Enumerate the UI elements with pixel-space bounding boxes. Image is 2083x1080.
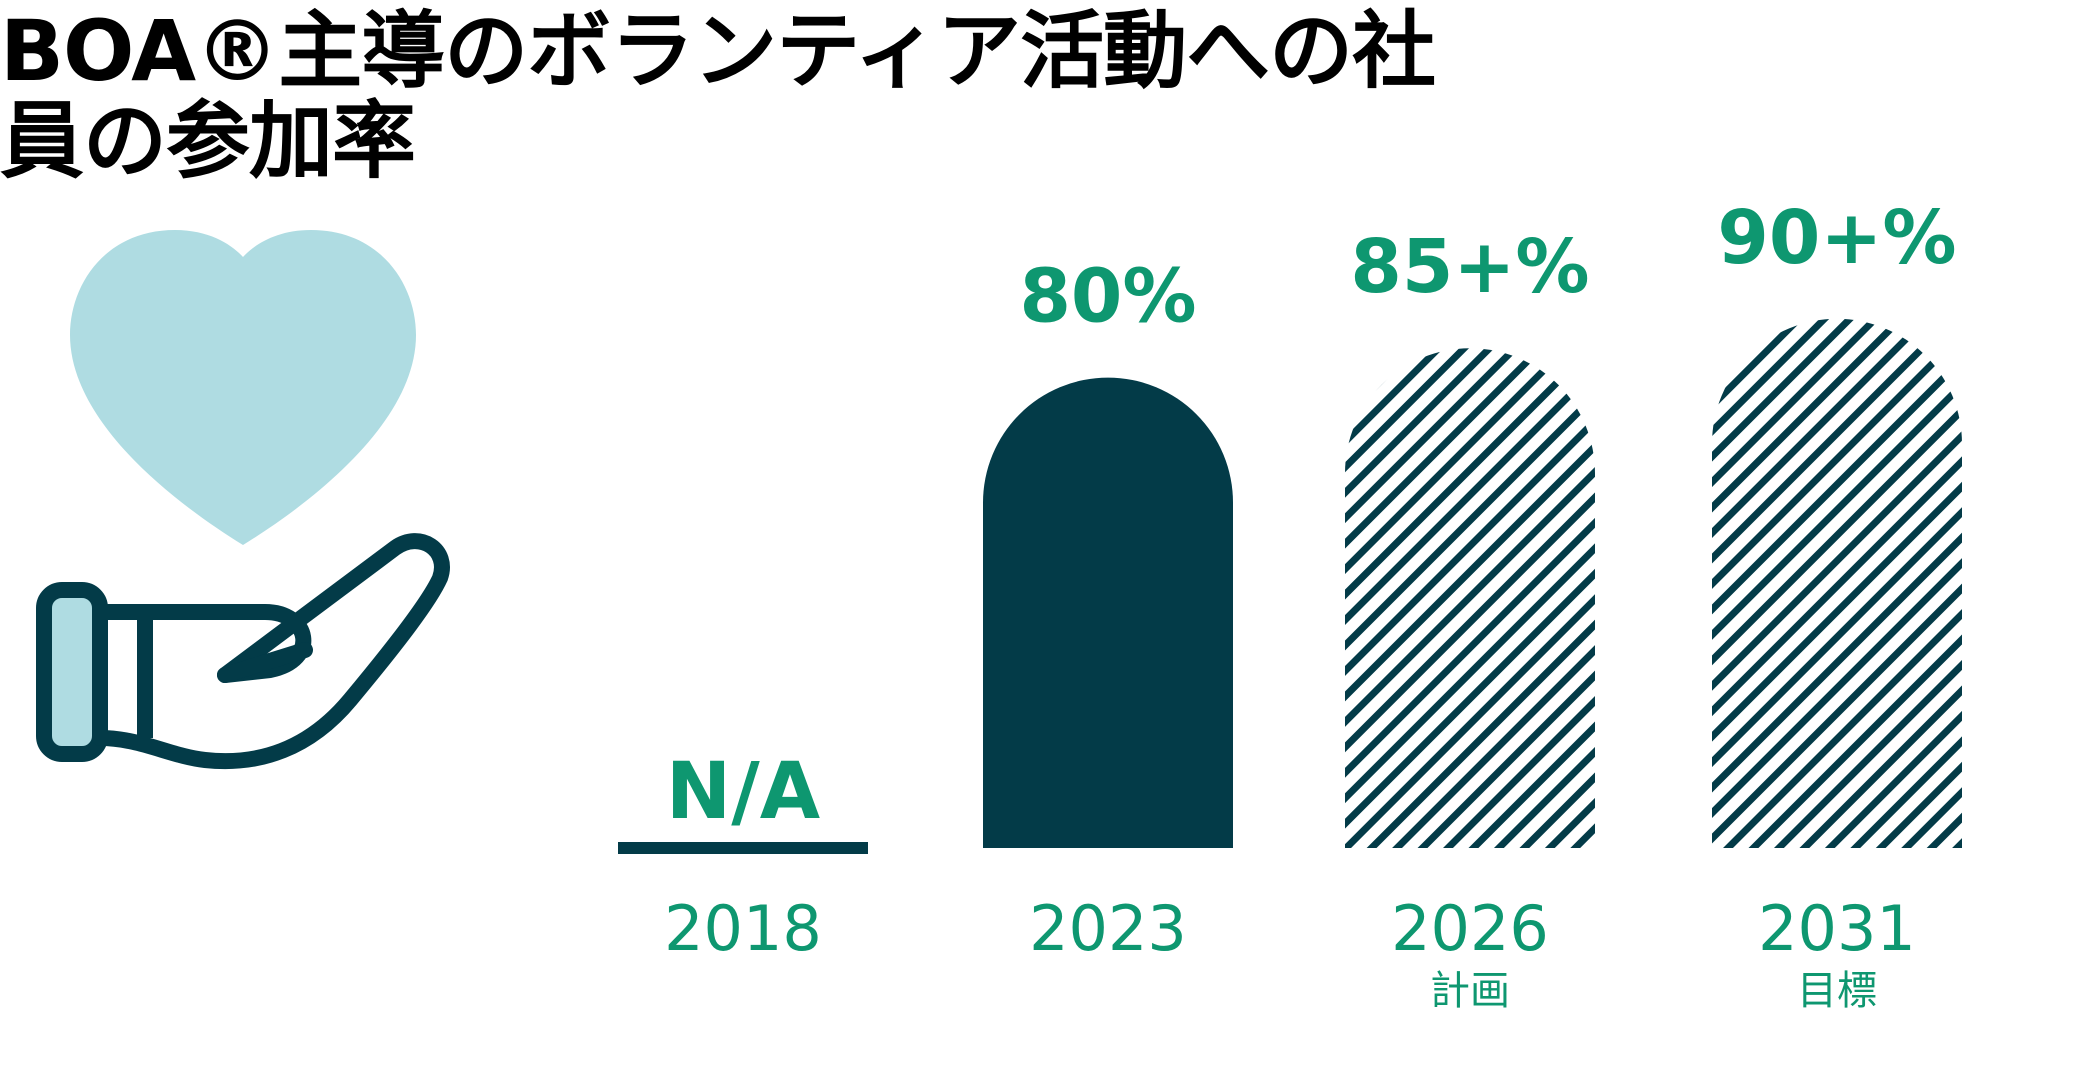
bar — [1345, 348, 1595, 848]
heart-icon — [70, 230, 416, 545]
sleeve-cuff — [36, 582, 108, 762]
category-sublabel: 目標 — [1797, 968, 1877, 1014]
value-label: 85+% — [1350, 224, 1589, 310]
bar — [1712, 318, 1962, 848]
category-label: 2026 — [1391, 892, 1549, 965]
value-label: 80% — [1019, 254, 1196, 340]
value-label: N/A — [666, 747, 820, 837]
category-label: 2031 — [1758, 892, 1916, 965]
na-baseline — [618, 842, 868, 854]
category-label: 2023 — [1029, 892, 1187, 965]
bar — [983, 377, 1233, 848]
chart-title: BOA®主導のボランティア活動への社員の参加率 — [0, 2, 1436, 190]
thumb-line — [217, 642, 313, 683]
category-sublabel: 計画 — [1430, 968, 1510, 1014]
hand-holding-heart-icon — [36, 230, 450, 770]
category-label: 2018 — [664, 892, 822, 965]
value-label: 90+% — [1717, 195, 1956, 281]
